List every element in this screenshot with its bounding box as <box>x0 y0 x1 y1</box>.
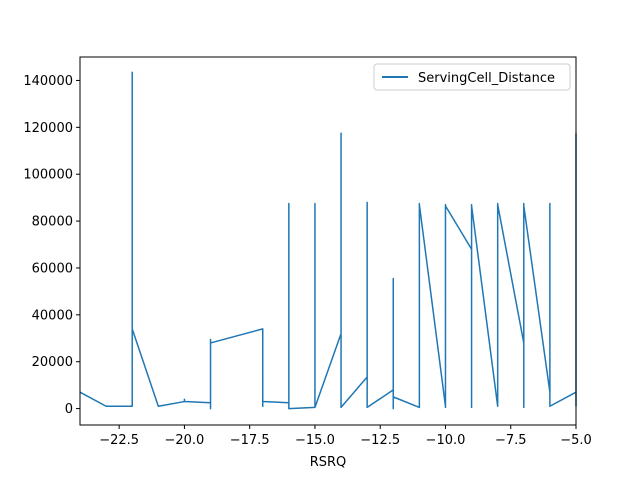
y-tick-label: 140000 <box>23 74 73 89</box>
plot-area <box>80 57 576 425</box>
x-tick-label: −17.5 <box>230 433 270 448</box>
x-tick-label: −10.0 <box>426 433 466 448</box>
y-tick-label: 80000 <box>32 215 73 230</box>
y-tick-label: 120000 <box>23 121 73 136</box>
x-tick-label: −12.5 <box>360 433 400 448</box>
y-tick-label: 20000 <box>32 355 73 370</box>
series-line-0 <box>79 71 577 410</box>
x-tick-label: −7.5 <box>495 433 527 448</box>
x-axis-label: RSRQ <box>310 455 347 470</box>
x-tick-label: −22.5 <box>99 433 139 448</box>
y-tick-label: 60000 <box>32 261 73 276</box>
x-tick-label: −5.0 <box>560 433 592 448</box>
y-axis: 0 20000 40000 60000 80000 100000 120000 140000 <box>23 74 80 417</box>
plot-frame <box>79 56 577 426</box>
x-axis: −22.5 −20.0 −17.5 −15.0 −12.5 −10.0 −7.5 −5.0 <box>99 425 592 448</box>
series-layer <box>79 71 577 410</box>
x-tick-label: −15.0 <box>295 433 335 448</box>
legend-label: ServingCell_Distance <box>418 71 555 86</box>
y-tick-label: 0 <box>65 402 73 417</box>
y-tick-label: 40000 <box>32 308 73 323</box>
legend-box <box>373 63 571 91</box>
x-tick-label: −20.0 <box>164 433 204 448</box>
legend: ServingCell_Distance <box>373 63 571 91</box>
y-tick-label: 100000 <box>23 168 73 183</box>
